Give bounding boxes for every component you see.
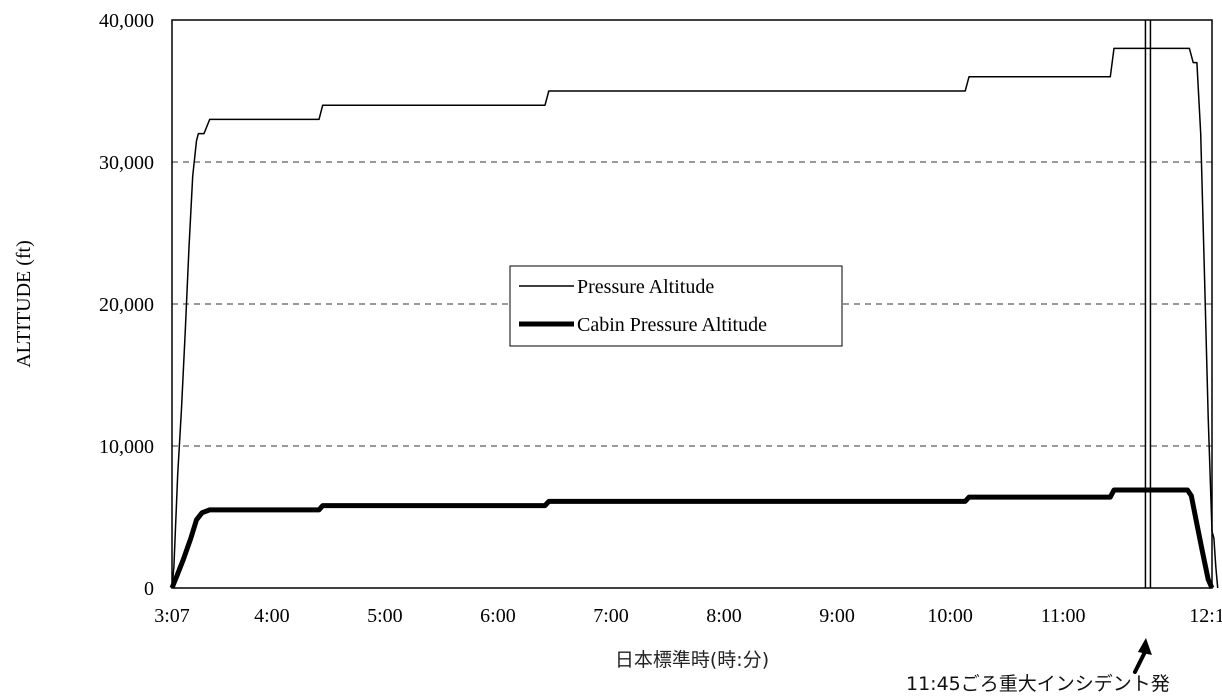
- x-tick-label: 4:00: [254, 605, 290, 627]
- y-tick-label: 30,000: [99, 152, 154, 174]
- legend: Pressure Altitude Cabin Pressure Altitud…: [509, 265, 843, 347]
- y-axis-ticks: 0 10,000 20,000 30,000 40,000: [99, 10, 154, 600]
- series-lines: [169, 47, 1219, 590]
- y-tick-label: 20,000: [99, 294, 154, 316]
- y-axis-label: ALTITUDE (ft): [13, 240, 35, 368]
- plot-area-frame: [171, 19, 1213, 589]
- x-tick-label: 12:19: [1189, 605, 1222, 627]
- incident-arrow-shaft: [1132, 650, 1147, 674]
- legend-box: [509, 265, 843, 347]
- x-tick-label: 10:00: [927, 605, 973, 627]
- incident-annotation: 11:45ごろ重大インシデント発: [906, 673, 1170, 695]
- y-tick-label: 10,000: [99, 436, 154, 458]
- y-tick-label: 0: [144, 578, 154, 600]
- x-tick-label: 3:07: [154, 605, 190, 627]
- x-tick-label: 11:00: [1041, 605, 1086, 627]
- x-tick-label: 9:00: [819, 605, 855, 627]
- x-axis-label: 日本標準時(時:分): [615, 649, 769, 671]
- x-axis-ticks: 3:07 4:00 5:00 6:00 7:00 8:00 9:00 10:00 11:00 12…: [154, 605, 1222, 627]
- x-tick-label: 8:00: [706, 605, 742, 627]
- series-line-pressure-altitude: [171, 47, 1219, 589]
- x-tick-label: 5:00: [367, 605, 403, 627]
- legend-label-cabin-pressure-altitude: Cabin Pressure Altitude: [577, 314, 767, 336]
- incident-marker: [1132, 20, 1152, 674]
- series-line-cabin-pressure-altitude: [169, 487, 1215, 590]
- y-tick-label: 40,000: [99, 10, 154, 32]
- incident-arrow-head: [1137, 638, 1152, 655]
- legend-label-pressure-altitude: Pressure Altitude: [577, 276, 714, 298]
- x-tick-label: 6:00: [480, 605, 516, 627]
- x-tick-label: 7:00: [593, 605, 629, 627]
